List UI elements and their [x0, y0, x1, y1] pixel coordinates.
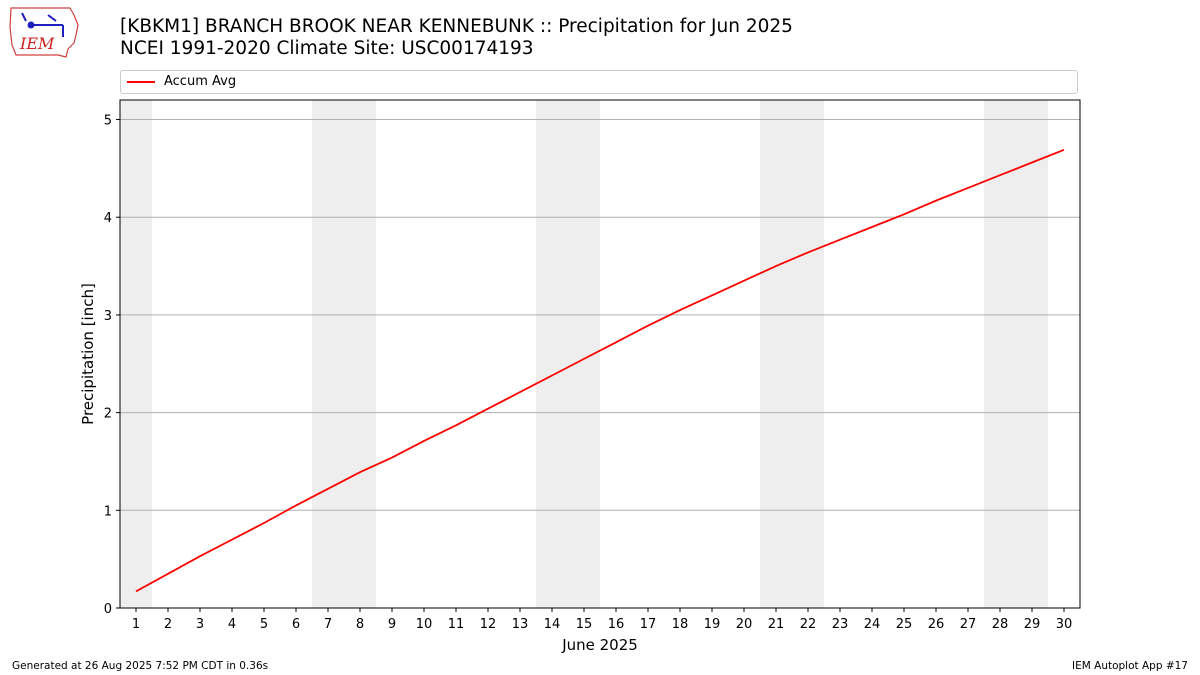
x-tick-label: 13: [512, 617, 529, 632]
chart-title: [KBKM1] BRANCH BROOK NEAR KENNEBUNK :: P…: [120, 16, 793, 60]
y-tick-label: 5: [104, 114, 112, 129]
app-credit: IEM Autoplot App #17: [1072, 660, 1188, 672]
title-line-2: NCEI 1991-2020 Climate Site: USC00174193: [120, 38, 534, 59]
y-tick-label: 4: [104, 211, 112, 226]
iowa-outline-shape: [9, 7, 79, 58]
x-tick-label: 27: [960, 617, 977, 632]
x-tick-label: 30: [1056, 617, 1073, 632]
x-tick-label: 10: [416, 617, 433, 632]
generated-timestamp: Generated at 26 Aug 2025 7:52 PM CDT in …: [12, 660, 269, 672]
x-tick-label: 12: [480, 617, 497, 632]
y-tick-label: 1: [104, 504, 112, 519]
logo-text: IEM: [19, 34, 55, 53]
weekend-shade: [312, 100, 376, 608]
x-tick-label: 25: [896, 617, 913, 632]
x-tick-label: 19: [704, 617, 721, 632]
plot-frame: [119, 99, 1081, 609]
x-tick-label: 11: [448, 617, 465, 632]
x-tick-label: 20: [736, 617, 753, 632]
weekend-shade: [984, 100, 1048, 608]
x-tick-label: 4: [228, 617, 236, 632]
x-tick-label: 28: [992, 617, 1009, 632]
x-tick-label: 7: [324, 617, 332, 632]
series-line-accum-avg: [135, 148, 1065, 593]
x-tick-label: 22: [800, 617, 817, 632]
weekend-shade: [120, 100, 152, 608]
x-tick-label: 29: [1024, 617, 1041, 632]
weekend-shade: [760, 100, 824, 608]
x-tick-label: 21: [768, 617, 785, 632]
x-tick-label: 16: [608, 617, 625, 632]
x-tick-label: 2: [164, 617, 172, 632]
y-axis-label: Precipitation [inch]: [79, 283, 97, 425]
y-tick-label: 3: [104, 309, 112, 324]
y-tick-label: 0: [104, 602, 112, 617]
x-tick-label: 18: [672, 617, 689, 632]
x-tick-label: 26: [928, 617, 945, 632]
x-tick-label: 1: [132, 617, 140, 632]
x-tick-label: 5: [260, 617, 268, 632]
x-tick-label: 9: [388, 617, 396, 632]
x-tick-label: 24: [864, 617, 881, 632]
x-tick-label: 17: [640, 617, 657, 632]
legend: Accum Avg: [120, 70, 1078, 94]
x-tick-label: 14: [544, 617, 561, 632]
x-axis-label: June 2025: [561, 636, 638, 654]
iem-logo: IEM: [9, 7, 79, 58]
title-line-1: [KBKM1] BRANCH BROOK NEAR KENNEBUNK :: P…: [120, 16, 793, 37]
x-tick-label: 6: [292, 617, 300, 632]
legend-swatch-accum-avg: [127, 81, 155, 83]
x-tick-label: 8: [356, 617, 364, 632]
x-tick-label: 15: [576, 617, 593, 632]
x-tick-label: 3: [196, 617, 204, 632]
weekend-shade: [536, 100, 600, 608]
legend-label-accum-avg: Accum Avg: [164, 74, 237, 89]
weather-station-icon: [21, 12, 64, 37]
y-tick-label: 2: [104, 407, 112, 422]
x-tick-label: 23: [832, 617, 849, 632]
